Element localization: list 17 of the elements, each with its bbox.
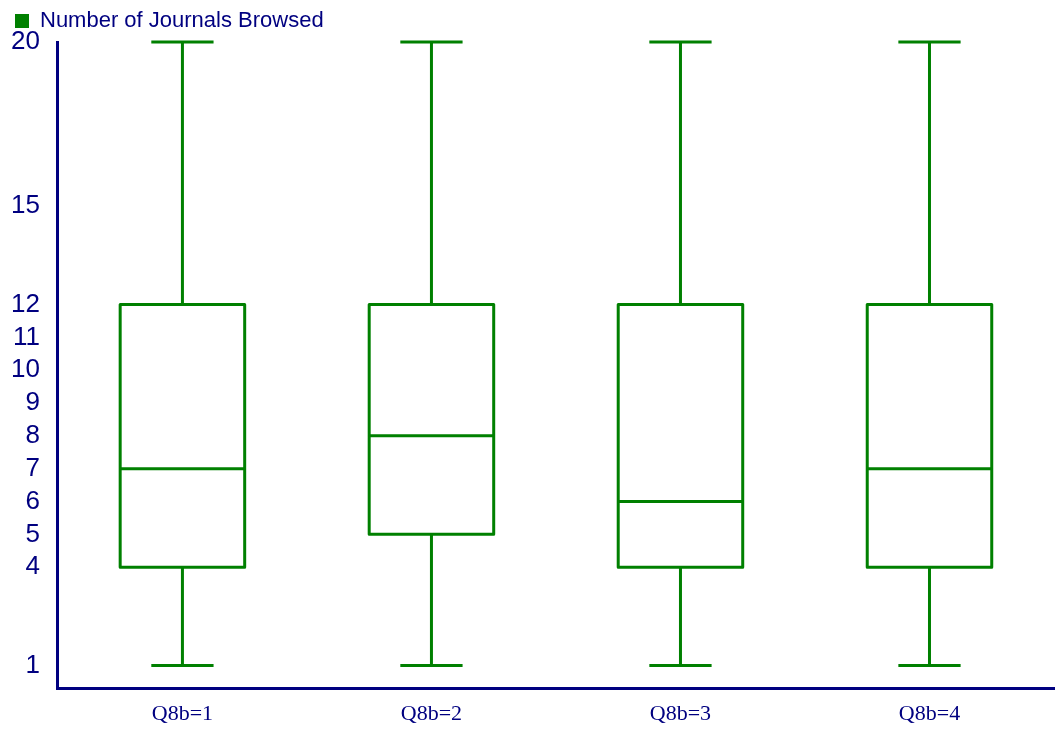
x-tick-label: Q8b=1 (151, 699, 214, 725)
y-tick-label: 4 (25, 550, 40, 581)
x-tick-label: Q8b=2 (400, 699, 463, 725)
y-tick-label: 11 (12, 320, 40, 351)
y-tick-label: 7 (25, 451, 40, 482)
y-tick-label: 9 (25, 386, 40, 417)
y-tick-label: 15 (11, 189, 40, 220)
x-tick-label: Q8b=4 (898, 699, 961, 725)
x-tick-label: Q8b=3 (649, 699, 712, 725)
y-tick-label: 5 (25, 517, 40, 548)
y-tick-label: 6 (25, 484, 40, 515)
y-tick-label: 20 (11, 25, 40, 56)
y-tick-label: 12 (11, 287, 40, 318)
y-tick-label: 8 (25, 419, 40, 450)
y-tick-label: 10 (11, 353, 40, 384)
legend-label: Number of Journals Browsed (40, 7, 324, 33)
y-tick-label: 1 (25, 648, 40, 679)
